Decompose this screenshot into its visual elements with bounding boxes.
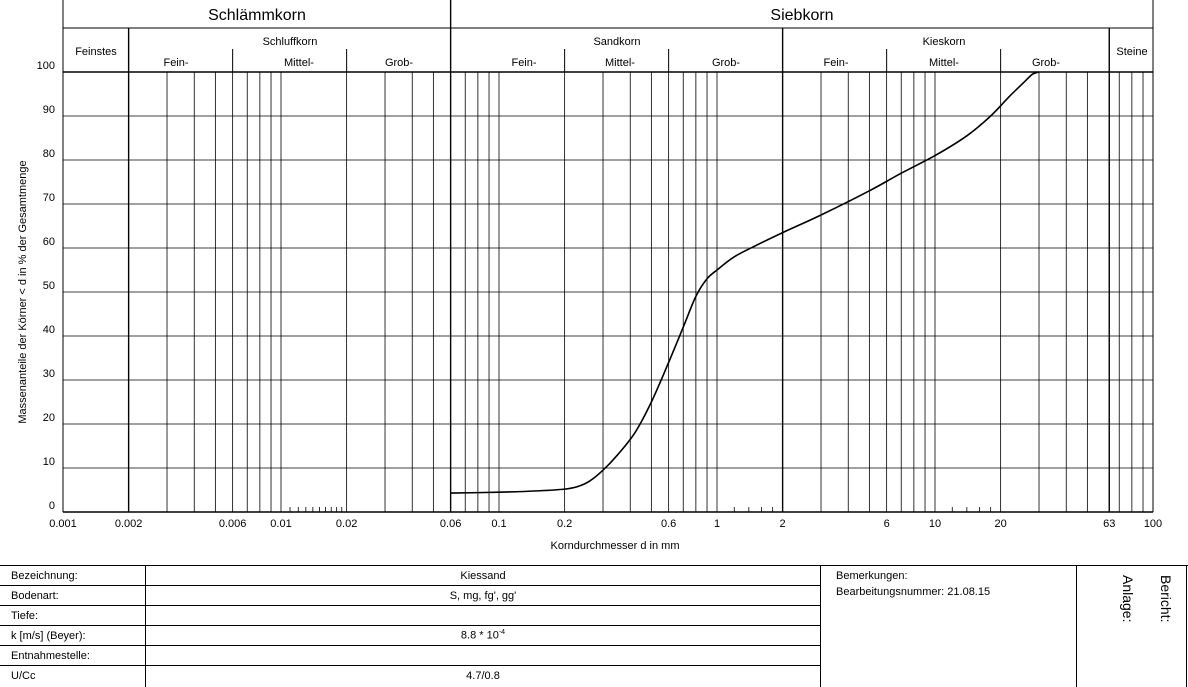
y-tick-label: 10 [43,456,55,468]
tiefe-label: Tiefe: [11,610,39,622]
chart-axes: 0 10 20 30 40 50 60 70 80 90 100 0.001 0.002 0.006 0.0… [37,60,1163,530]
y-tick-label: 0 [49,500,55,512]
header-siebkorn: Siebkorn [770,7,833,24]
header-sandkorn: Sandkorn [593,36,640,48]
chart-grid [63,72,1153,512]
sample-info-table: Bezeichnung: Kiessand Bodenart: S, mg, f… [0,565,1188,687]
x-tick-label: 0.001 [49,518,77,530]
y-axis-label: Massenanteile der Körner < d in % der Ge… [17,160,29,423]
info-divider-remarks [820,565,821,687]
y-tick-label: 50 [43,280,55,292]
bodenart-value: S, mg, fg', gg' [449,590,517,602]
k-beyer-value: 8.8 * 10-4 [146,629,820,642]
bemerkungen-label: Bemerkungen: [836,570,908,582]
bezeichnung-label: Bezeichnung: [11,570,78,582]
sand-mittel-label: Mittel- [605,57,635,69]
header-schlaemmkorn: Schlämmkorn [208,7,306,24]
anlage-label: Anlage: [1120,575,1136,623]
x-tick-label: 2 [780,518,786,530]
x-tick-label: 0.01 [270,518,291,530]
x-tick-label: 0.06 [440,518,461,530]
x-tick-label: 0.006 [219,518,247,530]
info-row-line [0,625,820,626]
k-beyer-label: k [m/s] (Beyer): [11,630,86,642]
x-tick-label: 0.1 [491,518,506,530]
header-feinstes: Feinstes [75,46,117,58]
x-tick-label: 63 [1103,518,1115,530]
info-row-line [0,645,820,646]
bodenart-label: Bodenart: [11,590,59,602]
entnahmestelle-label: Entnahmestelle: [11,650,90,662]
x-tick-label: 1 [714,518,720,530]
info-top-border [0,565,1188,566]
x-tick-label: 0.2 [557,518,572,530]
kies-grob-label: Grob- [1032,57,1060,69]
bericht-label: Bericht: [1158,575,1174,623]
kies-mittel-label: Mittel- [929,57,959,69]
grain-size-curve [450,71,1040,494]
bezeichnung-value: Kiessand [460,570,506,582]
y-tick-label: 20 [43,412,55,424]
info-row-line [0,665,820,666]
header-kieskorn: Kieskorn [923,36,966,48]
x-tick-label: 100 [1144,518,1162,530]
sand-fein-label: Fein- [511,57,536,69]
grain-size-chart: Schlämmkorn Siebkorn Feinstes Schluffkor… [17,0,1163,552]
schluff-fein-label: Fein- [163,57,188,69]
info-divider-anlage [1076,565,1077,687]
info-right-border [1186,565,1187,687]
chart-frame [62,0,1154,513]
ucc-value: 4.7/0.8 [466,670,500,682]
x-tick-label: 20 [994,518,1006,530]
k-beyer-mantissa: 8.8 * 10 [460,629,499,642]
y-tick-label: 40 [43,324,55,336]
x-tick-label: 10 [929,518,941,530]
x-tick-label: 6 [884,518,890,530]
x-axis-label: Korndurchmesser d in mm [551,540,680,552]
chart-header: Schlämmkorn Siebkorn Feinstes Schluffkor… [75,7,1147,69]
y-tick-label: 60 [43,236,55,248]
y-tick-label: 30 [43,368,55,380]
y-tick-label: 100 [37,60,55,72]
bearbeitungsnummer: Bearbeitungsnummer: 21.08.15 [836,586,991,598]
x-tick-label: 0.02 [336,518,357,530]
info-row-line [0,605,820,606]
chart-curve [450,71,1040,494]
x-tick-label: 0.002 [115,518,143,530]
x-tick-label: 0.6 [661,518,676,530]
k-beyer-exponent: -4 [498,629,506,636]
y-tick-label: 80 [43,148,55,160]
info-row-line [0,585,820,586]
kies-fein-label: Fein- [823,57,848,69]
sand-grob-label: Grob- [712,57,740,69]
ucc-label: U/Cc [11,670,36,682]
schluff-grob-label: Grob- [385,57,413,69]
schluff-mittel-label: Mittel- [284,57,314,69]
header-schluffkorn: Schluffkorn [263,36,318,48]
y-tick-label: 90 [43,104,55,116]
y-tick-label: 70 [43,192,55,204]
header-steine: Steine [1116,46,1147,58]
info-divider-label [145,565,146,687]
